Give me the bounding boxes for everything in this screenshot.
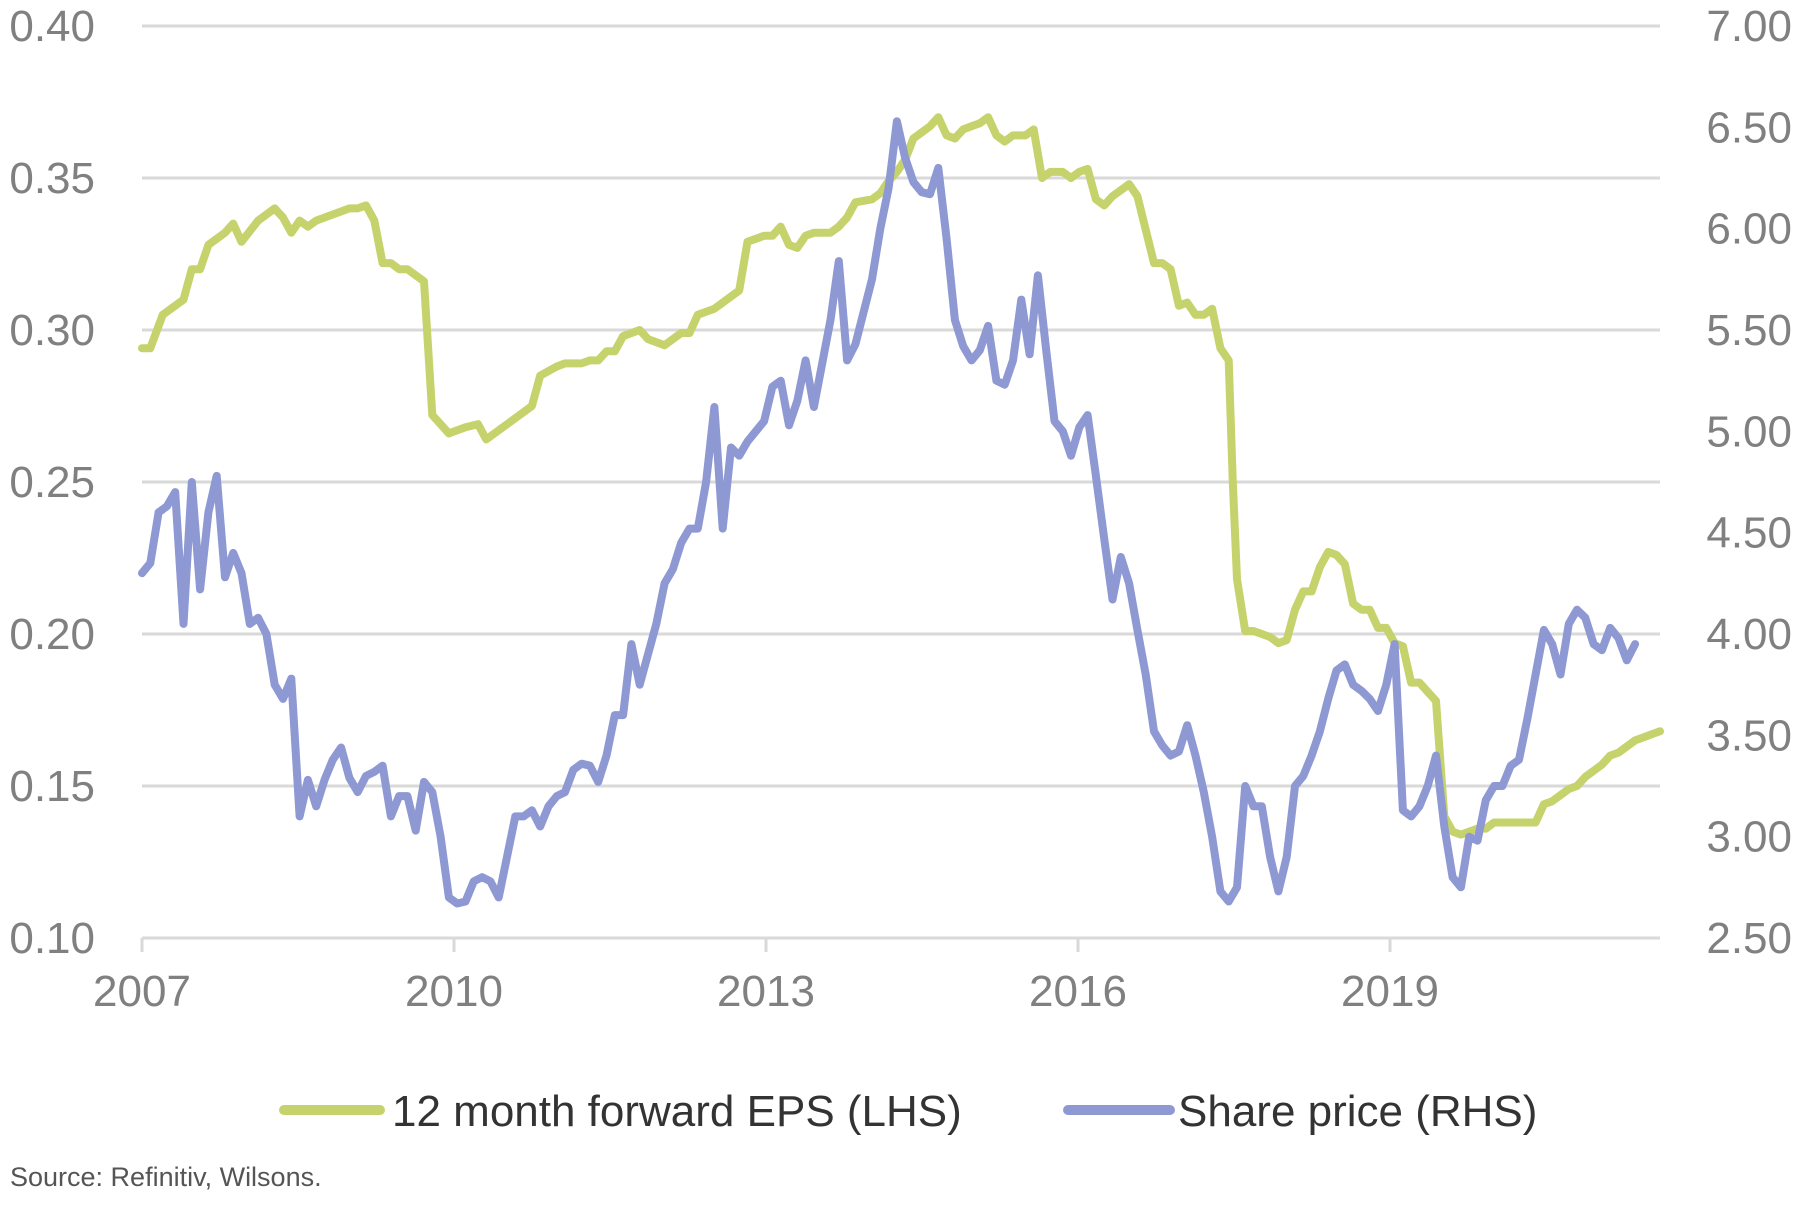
right-tick-label: 6.00	[1706, 205, 1792, 254]
left-tick-label: 0.35	[9, 154, 95, 203]
right-tick-label: 7.00	[1706, 2, 1792, 51]
left-tick-label: 0.25	[9, 458, 95, 507]
left-tick-label: 0.10	[9, 914, 95, 963]
source-note: Source: Refinitiv, Wilsons.	[10, 1162, 322, 1192]
gridlines	[142, 24, 1660, 940]
left-tick-label: 0.30	[9, 306, 95, 355]
right-tick-label: 6.50	[1706, 103, 1792, 152]
legend: 12 month forward EPS (LHS) Share price (R…	[279, 1087, 1537, 1136]
eps-series-line	[138, 113, 1664, 839]
x-tick-label: 2013	[717, 967, 815, 1016]
x-tick-label: 2007	[93, 967, 191, 1016]
share-price-series-line	[138, 117, 1640, 908]
right-tick-label: 3.50	[1706, 711, 1792, 760]
left-tick-label: 0.40	[9, 2, 95, 51]
series-lines	[138, 113, 1664, 908]
left-tick-label: 0.20	[9, 610, 95, 659]
left-axis-tick-labels: 0.10 0.15 0.20 0.25 0.30 0.35 0.40	[9, 2, 95, 963]
right-tick-label: 4.00	[1706, 610, 1792, 659]
left-tick-label: 0.15	[9, 762, 95, 811]
x-axis: 2007 2010 2013 2016 2019	[93, 936, 1660, 1016]
x-tick-label: 2010	[405, 967, 503, 1016]
right-axis-tick-labels: 2.50 3.00 3.50 4.00 4.50 5.00 5.50 6.00 6.50 7.00	[1706, 2, 1792, 963]
right-tick-label: 5.00	[1706, 407, 1792, 456]
right-tick-label: 5.50	[1706, 306, 1792, 355]
right-tick-label: 4.50	[1706, 509, 1792, 558]
x-tick-label: 2016	[1029, 967, 1127, 1016]
right-tick-label: 3.00	[1706, 813, 1792, 862]
legend-label: Share price (RHS)	[1178, 1087, 1537, 1136]
right-tick-label: 2.50	[1706, 914, 1792, 963]
x-tick-label: 2019	[1341, 967, 1439, 1016]
legend-label: 12 month forward EPS (LHS)	[392, 1087, 962, 1136]
